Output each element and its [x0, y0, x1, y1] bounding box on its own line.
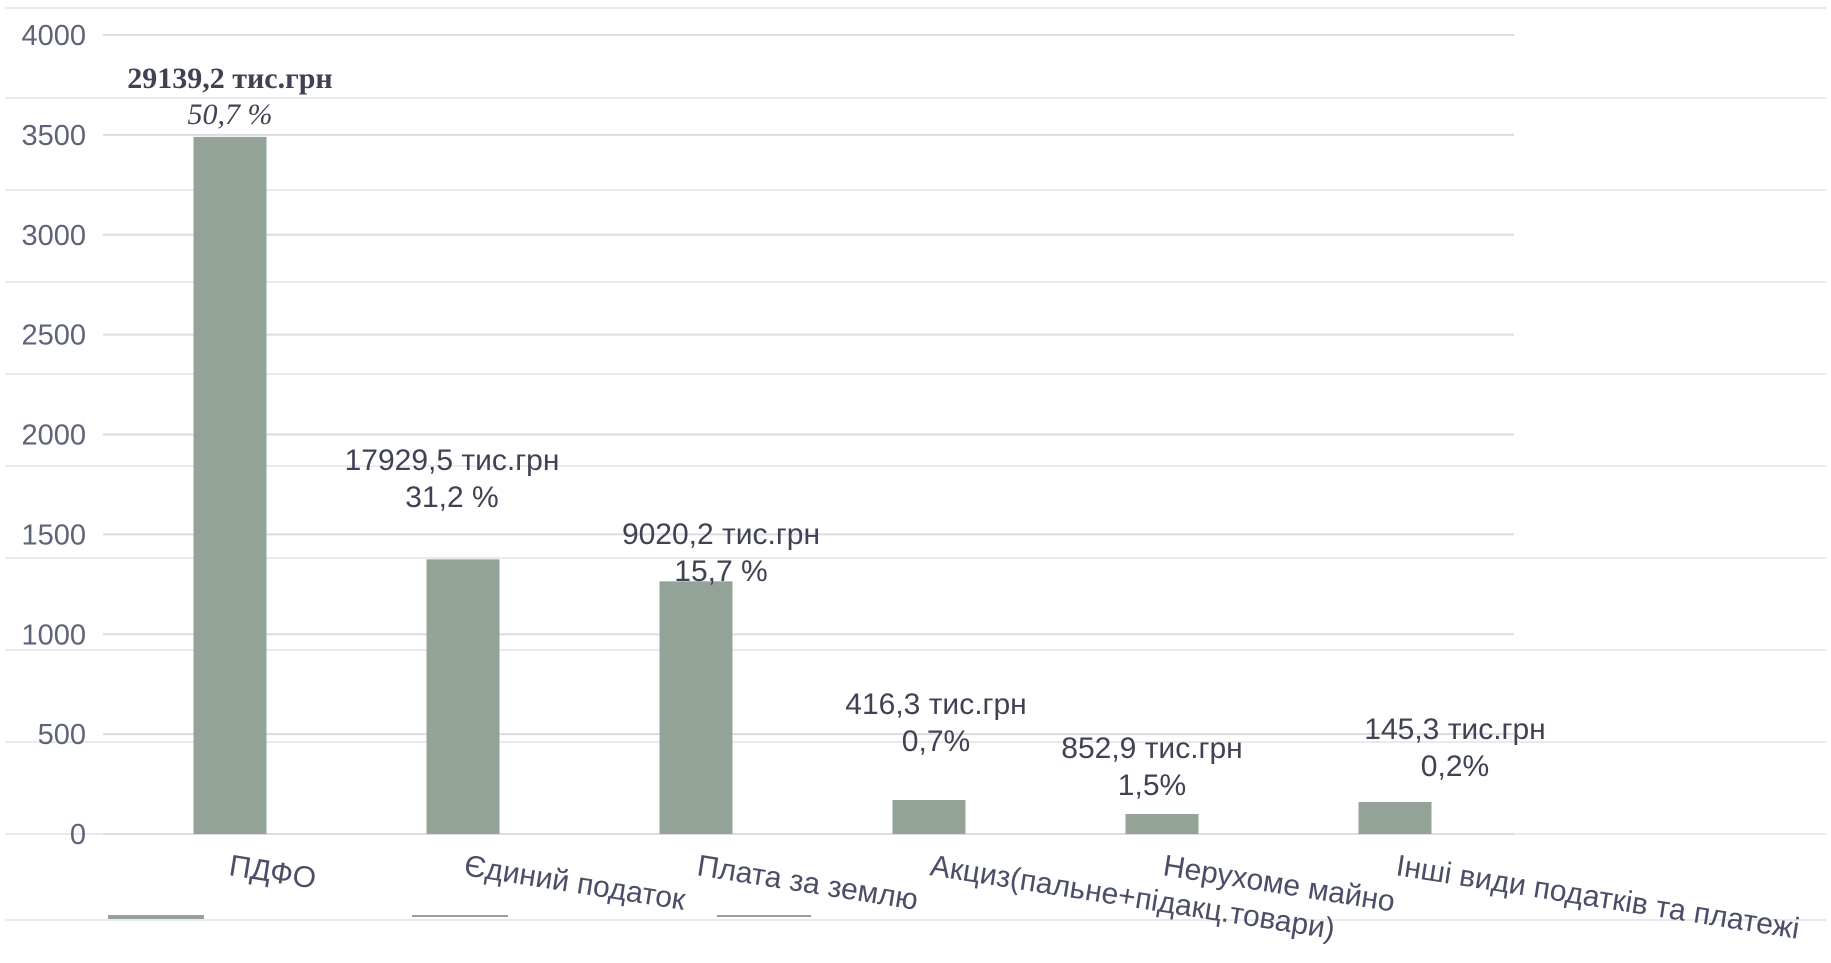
- bar: [426, 559, 500, 834]
- data-label-amount: 416,3 тис.грн: [845, 688, 1026, 721]
- x-category-label: Інші види податків та платежі: [1394, 849, 1802, 945]
- y-tick-label: 500: [38, 719, 86, 751]
- data-label-percent: 0,2%: [1421, 750, 1489, 783]
- data-label-amount: 29139,2 тис.грн: [127, 62, 332, 95]
- x-category-label: Єдиний податок: [462, 849, 689, 917]
- data-label-percent: 15,7 %: [674, 555, 767, 588]
- data-label-percent: 0,7%: [902, 725, 970, 758]
- x-axis-categories: ПДФО Єдиний податок Плата за землю Акциз(па…: [227, 849, 1802, 946]
- data-label-amount: 17929,5 тис.грн: [345, 444, 560, 477]
- bars: [193, 136, 1432, 834]
- y-tick-label: 2500: [21, 320, 86, 352]
- bar: [193, 136, 267, 834]
- data-label-amount: 852,9 тис.грн: [1061, 732, 1242, 765]
- data-label-percent: 1,5%: [1118, 769, 1186, 802]
- y-gridlines: [103, 34, 1514, 835]
- bar: [1358, 802, 1432, 834]
- x-category-label: Плата за землю: [695, 849, 920, 916]
- background-grid: [5, 7, 1826, 921]
- y-axis-ticks: 0 500 1000 1500 2000 2500 3000 3500 4000: [21, 20, 86, 851]
- bar: [1125, 814, 1199, 834]
- data-label-percent: 50,7 %: [188, 98, 273, 131]
- y-tick-label: 0: [70, 819, 86, 851]
- legend-swatch: [717, 915, 811, 917]
- legend-swatch: [108, 915, 204, 919]
- data-label-percent: 31,2 %: [405, 481, 498, 514]
- data-label-amount: 145,3 тис.грн: [1364, 713, 1545, 746]
- y-tick-label: 1000: [21, 619, 86, 651]
- legend-swatch: [412, 915, 508, 917]
- y-tick-label: 1500: [21, 519, 86, 551]
- y-tick-label: 3500: [21, 120, 86, 152]
- legend-remnants: [108, 915, 811, 919]
- data-label-amount: 9020,2 тис.грн: [622, 518, 820, 551]
- y-tick-label: 3000: [21, 220, 86, 252]
- y-tick-label: 2000: [21, 420, 86, 452]
- x-category-label: ПДФО: [227, 849, 318, 895]
- bar: [892, 800, 966, 834]
- y-tick-label: 4000: [21, 20, 86, 52]
- bar: [659, 581, 733, 834]
